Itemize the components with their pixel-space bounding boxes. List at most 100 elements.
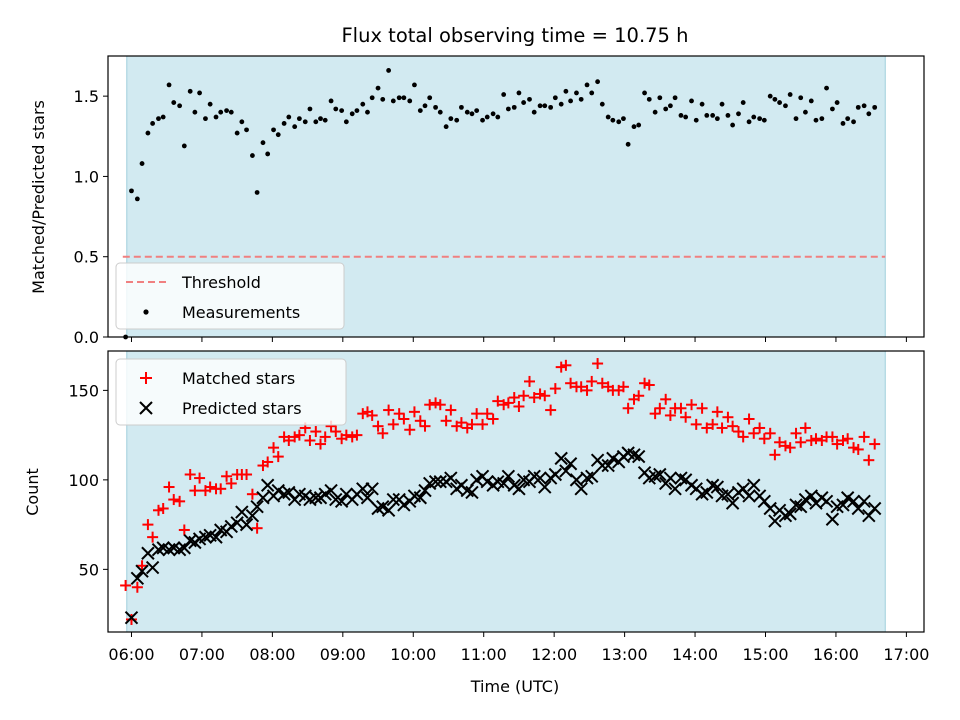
top-panel-measurements-point-44 bbox=[354, 108, 360, 113]
bottom-panel-matched-stars-point-125 bbox=[774, 436, 786, 448]
bottom-panel-predicted-stars-point-119-d2 bbox=[747, 478, 761, 492]
top-panel-measurements-point-65 bbox=[464, 109, 470, 115]
top-panel-measurements-point-71 bbox=[495, 114, 501, 120]
bottom-panel-predicted-stars-point-111-d2 bbox=[705, 478, 720, 492]
bottom-panel-predicted-stars-point-37-d2 bbox=[318, 487, 332, 501]
bottom-panel-predicted-stars-point-56 bbox=[418, 483, 432, 498]
bottom-panel-matched-stars-point-4 bbox=[142, 519, 154, 531]
bottom-panel-predicted-stars-point-52-d2 bbox=[397, 498, 411, 512]
bottom-panel-predicted-stars-point-75-d2 bbox=[516, 473, 531, 487]
x-tick-label-7: 13:00 bbox=[602, 645, 648, 664]
top-panel-measurements-point-114 bbox=[719, 101, 725, 107]
bottom-panel-matched-stars-point-72 bbox=[498, 399, 510, 411]
top-panel-measurements-point-142 bbox=[866, 111, 872, 117]
top-panel-measurements-point-39 bbox=[328, 98, 334, 104]
x-tick-label-8: 14:00 bbox=[672, 645, 718, 664]
bottom-panel-predicted-stars-point-46-d2 bbox=[365, 482, 379, 496]
top-panel-measurements-point-106 bbox=[678, 113, 684, 118]
bottom-panel-matched-stars-point-120 bbox=[748, 427, 760, 439]
bottom-panel-predicted-stars-point-129-d2 bbox=[798, 492, 813, 507]
top-panel-measurements-point-129 bbox=[798, 95, 804, 101]
bottom-panel-predicted-stars-point-4-d2 bbox=[145, 560, 160, 575]
bottom-panel-predicted-stars-point-85 bbox=[569, 473, 584, 487]
bottom-panel-matched-stars-point-87 bbox=[575, 381, 587, 393]
bottom-panel-predicted-stars-point-97-d2 bbox=[631, 449, 646, 464]
bottom-panel-predicted-stars-point-68-d2 bbox=[480, 474, 494, 489]
bottom-panel-matched-stars-point-128 bbox=[790, 427, 802, 439]
top-panel-measurements-point-57 bbox=[422, 103, 428, 109]
top-panel-measurements-point-62 bbox=[448, 116, 454, 122]
bottom-panel-matched-stars-point-113 bbox=[711, 406, 723, 418]
bottom-panel-predicted-stars-point-22 bbox=[239, 517, 254, 532]
top-panel-measurements-point-46 bbox=[365, 109, 370, 115]
bottom-panel-predicted-stars-point-111 bbox=[705, 478, 720, 492]
bottom-panel-predicted-stars-point-82-d2 bbox=[554, 451, 568, 466]
top-panel-measurements-point-35 bbox=[307, 106, 313, 112]
bottom-panel-legend-predicted-stars-swatch-d2 bbox=[139, 401, 153, 415]
bottom-panel-predicted-stars-point-142 bbox=[867, 501, 882, 516]
bottom-panel-predicted-stars-point-28-d2 bbox=[271, 483, 285, 498]
bottom-panel-matched-stars-point-66 bbox=[466, 418, 478, 430]
bottom-panel-predicted-stars-point-3 bbox=[141, 546, 155, 560]
bottom-panel-predicted-stars-point-91 bbox=[601, 458, 615, 473]
top-panel-measurements-point-6 bbox=[156, 116, 161, 122]
bottom-panel-predicted-stars-point-65-d2 bbox=[465, 485, 479, 500]
bottom-panel-matched-stars-point-114 bbox=[716, 422, 728, 434]
top-panel-measurements-point-93 bbox=[610, 117, 616, 123]
bottom-panel-predicted-stars-point-123 bbox=[768, 514, 782, 528]
top-panel-measurements-point-64 bbox=[459, 104, 464, 110]
bottom-panel-matched-stars-point-85 bbox=[565, 377, 577, 389]
bottom-panel-predicted-stars-point-21 bbox=[235, 505, 249, 519]
bottom-panel-matched-stars-point-7 bbox=[157, 503, 169, 515]
bottom-panel-matched-stars-point-38 bbox=[319, 431, 331, 443]
top-panel-measurements-point-9 bbox=[171, 100, 177, 105]
bottom-panel-predicted-stars-point-95-d2 bbox=[621, 446, 635, 460]
top-panel-y-axis-title: Matched/Predicted stars bbox=[29, 100, 48, 294]
top-panel-measurements-point-121 bbox=[757, 116, 763, 122]
x-axis-title: Time (UTC) bbox=[470, 677, 559, 696]
bottom-panel-matched-stars-point-45 bbox=[357, 408, 369, 420]
top-panel-measurements-point-134 bbox=[824, 85, 829, 91]
bottom-panel-matched-stars-point-60 bbox=[434, 399, 446, 411]
bottom-panel-matched-stars-point-142 bbox=[863, 454, 875, 466]
bottom-panel-predicted-stars-point-26-d2 bbox=[260, 478, 275, 492]
bottom-panel-predicted-stars-point-21-d2 bbox=[235, 505, 249, 519]
bottom-panel-predicted-stars-point-32-d2 bbox=[292, 487, 307, 501]
top-panel-measurements-point-68 bbox=[480, 117, 485, 123]
bottom-panel-matched-stars-point-109 bbox=[690, 418, 702, 430]
bottom-panel-predicted-stars-point-142-d2 bbox=[867, 501, 882, 516]
bottom-panel-predicted-stars-point-66-d2 bbox=[469, 473, 484, 487]
bottom-panel-matched-stars-point-84 bbox=[560, 359, 572, 371]
bottom-panel-matched-stars-point-88 bbox=[581, 384, 593, 396]
top-panel-measurements-point-94 bbox=[616, 119, 622, 125]
bottom-panel-predicted-stars-point-130 bbox=[804, 489, 818, 503]
bottom-panel-predicted-stars-point-92 bbox=[606, 451, 620, 466]
top-panel-measurements-point-38 bbox=[322, 117, 328, 123]
bottom-panel-predicted-stars-point-14 bbox=[198, 530, 213, 544]
bottom-panel-predicted-stars-point-81 bbox=[548, 467, 563, 482]
bottom-panel-matched-stars-point-116 bbox=[727, 420, 739, 432]
bottom-panel-matched-stars-point-54 bbox=[404, 424, 416, 436]
x-tick-label-5: 11:00 bbox=[461, 645, 507, 664]
bottom-panel-predicted-stars-point-68 bbox=[480, 474, 494, 489]
bottom-panel-matched-stars-point-58 bbox=[424, 399, 436, 411]
bottom-panel-predicted-stars-point-23 bbox=[245, 508, 260, 523]
top-panel-measurements-point-40 bbox=[333, 106, 339, 112]
bottom-panel-predicted-stars-point-50-d2 bbox=[386, 492, 401, 507]
top-panel-measurements-point-8 bbox=[166, 82, 172, 88]
top-panel-measurements-point-11 bbox=[181, 143, 187, 149]
top-panel-measurements-point-55 bbox=[412, 82, 417, 88]
bottom-panel-matched-stars-point-112 bbox=[707, 418, 719, 430]
bottom-panel-predicted-stars-point-79-d2 bbox=[538, 480, 552, 494]
bottom-panel-predicted-stars-point-118-d2 bbox=[742, 489, 756, 503]
top-panel-measurements-point-67 bbox=[474, 108, 480, 113]
bottom-panel-predicted-stars-point-127 bbox=[789, 498, 803, 512]
top-panel-measurements-point-29 bbox=[275, 132, 281, 138]
bottom-panel-predicted-stars-point-50 bbox=[386, 492, 401, 507]
top-panel-measurements-point-42 bbox=[343, 119, 349, 125]
bottom-panel-matched-stars-point-0 bbox=[120, 579, 132, 591]
bottom-panel-predicted-stars-point-90-d2 bbox=[595, 458, 610, 473]
x-tick-label-9: 15:00 bbox=[742, 645, 788, 664]
bottom-panel-predicted-stars-point-72 bbox=[501, 469, 516, 483]
top-panel-measurements-point-21 bbox=[234, 130, 240, 136]
